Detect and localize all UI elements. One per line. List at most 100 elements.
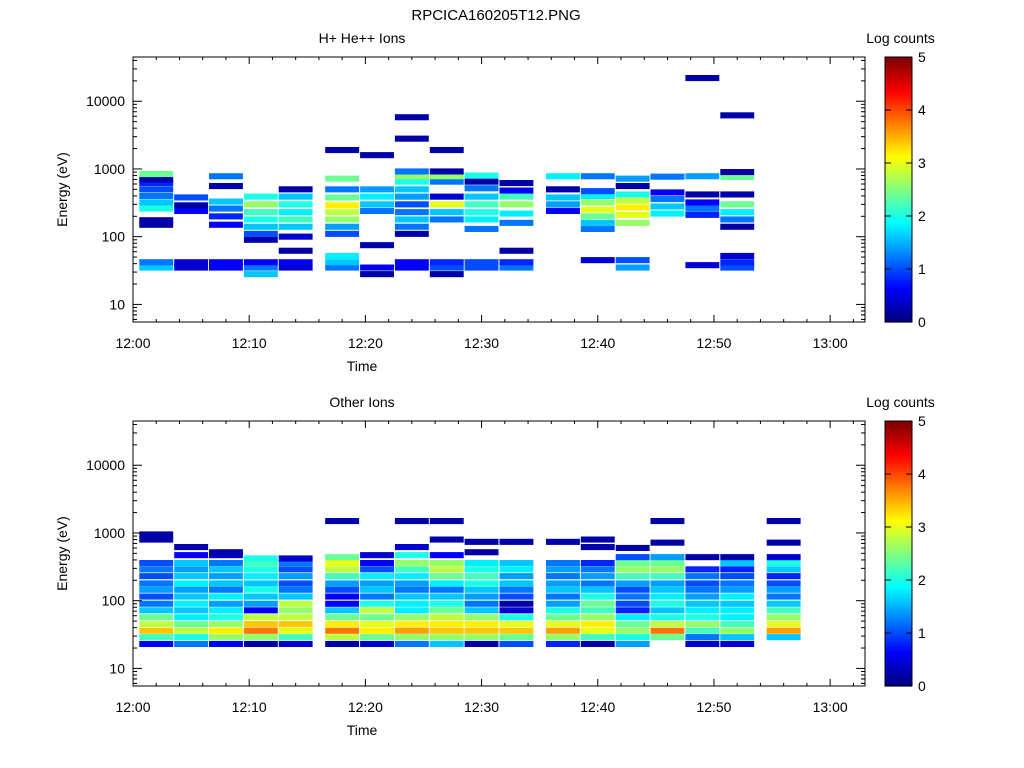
colorbar-label: Log counts (866, 30, 935, 46)
heatmap-cell (325, 573, 360, 580)
heatmap-cell (580, 621, 615, 628)
heatmap-cell (720, 259, 755, 266)
heatmap-cell (650, 203, 685, 210)
heatmap-cell (394, 552, 429, 559)
heatmap-cell (394, 259, 429, 266)
colorbar-segment (885, 431, 912, 435)
heatmap-cell (325, 202, 360, 209)
heatmap-cell (615, 600, 650, 607)
heatmap-cell (325, 175, 360, 182)
heatmap-cell (394, 173, 429, 180)
colorbar-segment (885, 218, 912, 222)
heatmap-cell (685, 614, 720, 621)
colorbar-segment (885, 234, 912, 238)
y-axis-label: Energy (eV) (54, 152, 70, 227)
heatmap-cell (464, 593, 499, 600)
heatmap-cell (325, 554, 360, 561)
heatmap-cell (243, 216, 278, 223)
colorbar-segment (885, 144, 912, 148)
heatmap-cell (650, 539, 685, 546)
heatmap-cell (615, 175, 650, 182)
heatmap-cell (360, 634, 394, 641)
heatmap-cell (499, 193, 534, 200)
colorbar-segment (885, 587, 912, 592)
heatmap-cell (394, 600, 429, 607)
heatmap-cell (720, 614, 755, 621)
heatmap-cell (650, 196, 685, 203)
heatmap-cell (139, 264, 174, 271)
heatmap-cell (139, 607, 174, 614)
colorbar-segment (885, 421, 912, 425)
heatmap-cell (139, 627, 174, 634)
heatmap-cell (615, 640, 650, 647)
heatmap-cell (650, 627, 685, 634)
heatmap-cell (243, 223, 278, 230)
colorbar-segment (885, 70, 912, 74)
colorbar-segment (885, 460, 912, 464)
heatmap-cell (650, 621, 685, 628)
heatmap-cell (209, 607, 243, 614)
colorbar-segment (885, 638, 912, 642)
heatmap-cell (499, 219, 534, 226)
colorbar-tick-label: 1 (918, 625, 926, 641)
heatmap-cell (174, 202, 209, 209)
heatmap-cell (278, 607, 313, 614)
colorbar-segment (885, 519, 912, 523)
heatmap-cell (243, 627, 278, 634)
colorbar-segment (885, 269, 912, 273)
heatmap-cell (685, 634, 720, 641)
heatmap-cell (429, 178, 464, 185)
heatmap-cell (429, 593, 464, 600)
x-tick-label: 13:00 (813, 335, 848, 351)
x-tick-label: 12:50 (696, 335, 731, 351)
colorbar-tick-label: 3 (918, 519, 926, 535)
heatmap-cell (499, 210, 534, 217)
heatmap-cell (278, 555, 313, 562)
colorbar-segment (885, 125, 912, 130)
colorbar-tick-label: 0 (918, 678, 926, 694)
heatmap-cell (429, 607, 464, 614)
heatmap-cell (325, 194, 360, 201)
colorbar-segment (885, 585, 912, 589)
colorbar-segment (885, 627, 912, 631)
colorbar-segment (885, 672, 912, 676)
heatmap-cell (174, 607, 209, 614)
colorbar-segment (885, 489, 912, 494)
heatmap-cell (766, 593, 801, 600)
heatmap-cell (360, 607, 394, 614)
heatmap-cell (499, 187, 534, 194)
colorbar-segment (885, 436, 912, 441)
colorbar-segment (885, 561, 912, 565)
heatmap-cell (429, 560, 464, 567)
heatmap-cell (325, 607, 360, 614)
heatmap-cell (360, 193, 394, 200)
heatmap-cell (499, 580, 534, 587)
colorbar-segment (885, 117, 912, 122)
colorbar-segment (885, 184, 912, 188)
colorbar-segment (885, 664, 912, 669)
heatmap-cell (720, 216, 755, 223)
heatmap-cell (360, 580, 394, 587)
colorbar-segment (885, 271, 912, 275)
heatmap-cell (278, 566, 313, 573)
heatmap-cell (464, 201, 499, 208)
heatmap-cell (580, 566, 615, 573)
heatmap-cell (394, 223, 429, 230)
heatmap-cell (499, 566, 534, 573)
colorbar-segment (885, 255, 912, 259)
heatmap-cell (325, 614, 360, 621)
heatmap-cell (139, 621, 174, 628)
heatmap-cell (615, 197, 650, 204)
heatmap-cell (580, 560, 615, 567)
heatmap-cell (139, 634, 174, 641)
colorbar-segment (885, 102, 912, 106)
heatmap-cell (243, 271, 278, 278)
colorbar-segment (885, 253, 912, 257)
colorbar-segment (885, 463, 912, 467)
heatmap-cell (278, 264, 313, 271)
heatmap-cell (429, 173, 464, 180)
heatmap-cell (580, 199, 615, 206)
heatmap-cell (615, 573, 650, 580)
colorbar-segment (885, 577, 912, 581)
